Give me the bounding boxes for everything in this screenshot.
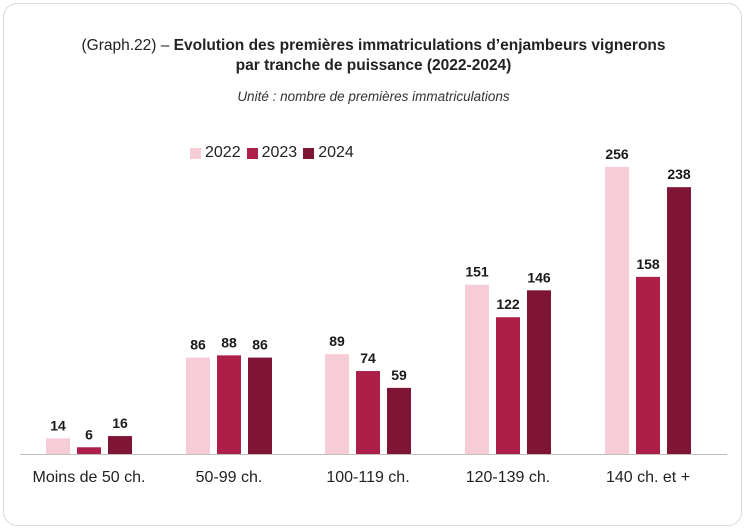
data-label-2023-0: 6 (85, 426, 93, 442)
legend-label-2022: 2022 (205, 144, 241, 161)
bar-2024-2 (387, 387, 411, 454)
bar-2023-3 (496, 317, 520, 454)
data-label-2024-1: 86 (252, 337, 268, 353)
bar-2022-1 (186, 357, 210, 454)
data-label-2022-3: 151 (465, 264, 489, 280)
legend-swatch-2024 (303, 147, 315, 159)
legend-item-2024: 2024 (303, 144, 354, 162)
data-label-2024-0: 16 (112, 415, 128, 431)
legend: 2022 2023 2024 (190, 143, 360, 163)
bar-2022-4 (605, 167, 629, 454)
bar-2024-0 (108, 436, 132, 454)
legend-item-2023: 2023 (246, 144, 298, 162)
data-label-2022-0: 14 (50, 417, 66, 433)
bar-2024-3 (527, 290, 551, 454)
data-label-2022-4: 256 (605, 146, 629, 162)
data-label-2024-2: 59 (391, 367, 407, 383)
legend-swatch-2023 (246, 147, 258, 159)
bar-2024-4 (667, 187, 691, 454)
bar-2023-0 (77, 447, 101, 454)
bar-2023-1 (217, 355, 241, 454)
bar-2023-2 (356, 371, 380, 454)
x-tick-label-4: 140 ch. et + (606, 469, 690, 486)
x-tick-label-0: Moins de 50 ch. (33, 469, 146, 486)
data-label-2022-2: 89 (329, 333, 345, 349)
bar-2022-3 (465, 284, 489, 454)
bar-2023-4 (636, 276, 660, 454)
data-label-2022-1: 86 (190, 337, 206, 353)
title-line2: par tranche de puissance (2022-2024) (235, 57, 512, 74)
data-label-2024-4: 238 (667, 166, 691, 182)
data-label-2023-4: 158 (636, 256, 660, 272)
title-main: Evolution des premières immatriculations… (173, 37, 666, 54)
data-label-2023-1: 88 (221, 334, 237, 350)
x-tick-label-2: 100-119 ch. (326, 469, 409, 486)
legend-item-2022: 2022 (190, 144, 241, 162)
title-prefix: (Graph.22) – (81, 37, 174, 54)
legend-label-2023: 2023 (261, 144, 298, 161)
x-tick-label-1: 50-99 ch. (196, 469, 263, 486)
x-tick-label-3: 120-139 ch. (466, 469, 551, 486)
bar-2022-0 (46, 438, 70, 454)
data-label-2023-3: 122 (496, 296, 520, 312)
chart-title: (Graph.22) – Evolution des premières imm… (0, 36, 747, 76)
legend-label-2024: 2024 (318, 144, 354, 161)
data-label-2023-2: 74 (360, 350, 376, 366)
legend-swatch-2022 (190, 147, 201, 159)
chart-subtitle: Unité : nombre de premières immatriculat… (237, 89, 510, 104)
bar-2022-2 (325, 354, 349, 454)
data-label-2024-3: 146 (527, 269, 551, 285)
bar-2024-1 (248, 357, 272, 454)
